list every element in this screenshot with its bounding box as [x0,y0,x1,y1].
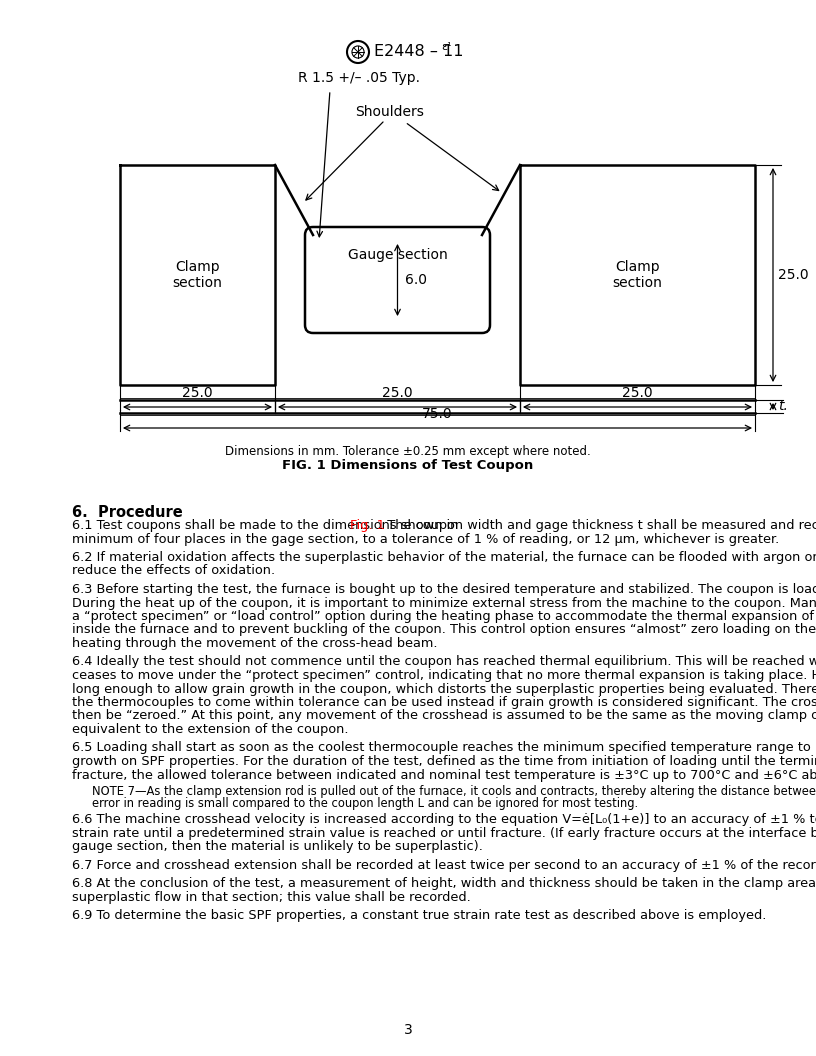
Text: 6.5 Loading shall start as soon as the coolest thermocouple reaches the minimum : 6.5 Loading shall start as soon as the c… [72,741,816,754]
Text: Clamp
section: Clamp section [172,260,223,290]
Text: strain rate until a predetermined strain value is reached or until fracture. (If: strain rate until a predetermined strain… [72,827,816,840]
Text: ε¹: ε¹ [441,42,451,52]
Text: growth on SPF properties. For the duration of the test, defined as the time from: growth on SPF properties. For the durati… [72,755,816,768]
Text: NOTE 7—As the clamp extension rod is pulled out of the furnace, it cools and con: NOTE 7—As the clamp extension rod is pul… [92,785,816,798]
Text: R 1.5 +/– .05 Typ.: R 1.5 +/– .05 Typ. [298,71,420,84]
Text: Dimensions in mm. Tolerance ±0.25 mm except where noted.: Dimensions in mm. Tolerance ±0.25 mm exc… [225,446,591,458]
Text: 6.8 At the conclusion of the test, a measurement of height, width and thickness : 6.8 At the conclusion of the test, a mea… [72,876,816,890]
Text: superplastic flow in that section; this value shall be recorded.: superplastic flow in that section; this … [72,890,471,904]
Text: . The coupon width and gage thickness t shall be measured and recorded at a: . The coupon width and gage thickness t … [379,518,816,532]
Text: 6.0: 6.0 [406,274,428,287]
Text: 6.7 Force and crosshead extension shall be recorded at least twice per second to: 6.7 Force and crosshead extension shall … [72,859,816,871]
Text: 6.2 If material oxidation affects the superplastic behavior of the material, the: 6.2 If material oxidation affects the su… [72,551,816,564]
Text: Gauge section: Gauge section [348,248,447,262]
Text: 6.9 To determine the basic SPF properties, a constant true strain rate test as d: 6.9 To determine the basic SPF propertie… [72,909,766,922]
Text: equivalent to the extension of the coupon.: equivalent to the extension of the coupo… [72,723,348,736]
Text: a “protect specimen” or “load control” option during the heating phase to accomm: a “protect specimen” or “load control” o… [72,610,816,623]
Text: 3: 3 [404,1023,412,1037]
Text: FIG. 1 Dimensions of Test Coupon: FIG. 1 Dimensions of Test Coupon [282,459,534,472]
Text: 6.1 Test coupons shall be made to the dimensions shown in: 6.1 Test coupons shall be made to the di… [72,518,463,532]
Text: During the heat up of the coupon, it is important to minimize external stress fr: During the heat up of the coupon, it is … [72,597,816,609]
Text: fracture, the allowed tolerance between indicated and nominal test temperature i: fracture, the allowed tolerance between … [72,769,816,781]
Text: Clamp
section: Clamp section [613,260,663,290]
Text: 25.0: 25.0 [622,386,653,400]
Text: inside the furnace and to prevent buckling of the coupon. This control option en: inside the furnace and to prevent buckli… [72,623,816,637]
Text: long enough to allow grain growth in the coupon, which distorts the superplastic: long enough to allow grain growth in the… [72,682,816,696]
Text: ceases to move under the “protect specimen” control, indicating that no more the: ceases to move under the “protect specim… [72,670,816,682]
Text: 6.3 Before starting the test, the furnace is bought up to the desired temperatur: 6.3 Before starting the test, the furnac… [72,583,816,596]
Text: t.: t. [778,399,788,414]
Text: Shoulders: Shoulders [355,105,424,119]
Text: E2448 – 11: E2448 – 11 [374,44,463,59]
Text: minimum of four places in the gage section, to a tolerance of 1 % of reading, or: minimum of four places in the gage secti… [72,532,779,546]
Text: 6.4 Ideally the test should not commence until the coupon has reached thermal eq: 6.4 Ideally the test should not commence… [72,656,816,668]
Text: 25.0: 25.0 [382,386,413,400]
Text: 6.6 The machine crosshead velocity is increased according to the equation V=ė[L₀: 6.6 The machine crosshead velocity is in… [72,813,816,826]
Text: 25.0: 25.0 [778,268,809,282]
Text: 6.  Procedure: 6. Procedure [72,505,183,520]
Text: Fig. 1: Fig. 1 [350,518,384,532]
Text: heating through the movement of the cross-head beam.: heating through the movement of the cros… [72,637,437,650]
Text: gauge section, then the material is unlikely to be superplastic).: gauge section, then the material is unli… [72,840,483,853]
Text: then be “zeroed.” At this point, any movement of the crosshead is assumed to be : then be “zeroed.” At this point, any mov… [72,710,816,722]
Text: the thermocouples to come within tolerance can be used instead if grain growth i: the thermocouples to come within toleran… [72,696,816,709]
Text: reduce the effects of oxidation.: reduce the effects of oxidation. [72,565,275,578]
Text: 25.0: 25.0 [182,386,213,400]
Text: 75.0: 75.0 [422,407,453,421]
Text: error in reading is small compared to the coupon length L and can be ignored for: error in reading is small compared to th… [92,797,638,810]
